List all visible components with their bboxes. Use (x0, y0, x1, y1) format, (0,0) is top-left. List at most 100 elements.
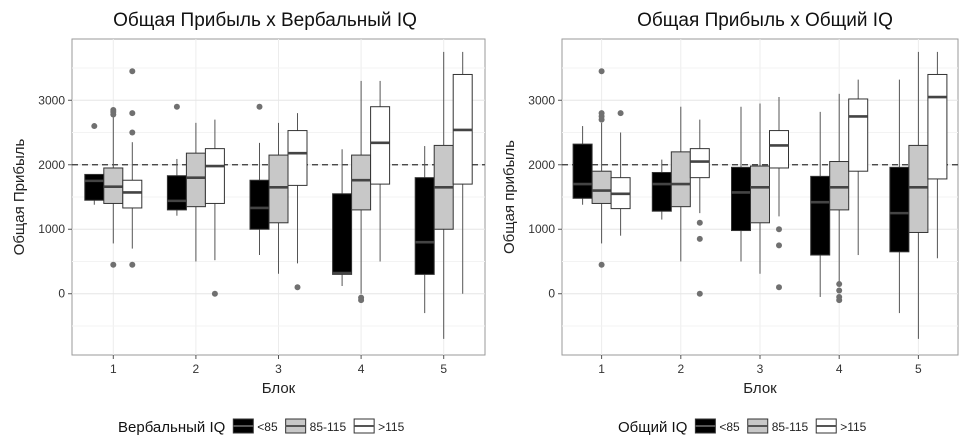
box (166, 175, 187, 211)
outlier-point (617, 110, 624, 117)
box (651, 171, 672, 212)
legend-item-<85: <85 (694, 418, 740, 434)
box-4-85-115 (829, 93, 850, 304)
box (84, 173, 105, 201)
box (889, 166, 910, 253)
box-2-85-115 (185, 122, 206, 262)
box (204, 148, 225, 204)
x-axis-title: Блок (743, 380, 777, 397)
legend-label: <85 (257, 420, 278, 434)
box-4->115 (848, 79, 869, 256)
box (572, 143, 593, 199)
outlier-point (598, 261, 605, 268)
box (351, 154, 372, 211)
x-tick-label: 4 (358, 362, 365, 376)
outlier-point (696, 235, 703, 242)
box-1-<85 (572, 126, 593, 205)
legend-item->115: >115 (353, 418, 405, 434)
x-axis-title: Блок (262, 380, 296, 397)
box-3->115 (287, 113, 308, 291)
box (670, 151, 691, 208)
legend-item-<85: <85 (232, 418, 278, 434)
chart-title: Общая Прибыль х Общий IQ (637, 10, 893, 31)
box (848, 98, 869, 172)
outlier-point (836, 287, 843, 294)
outlier-point (598, 68, 605, 75)
x-tick-label: 3 (757, 362, 764, 376)
outlier-point (776, 226, 782, 233)
box (908, 144, 929, 233)
box-3-85-115 (268, 122, 289, 274)
outlier-point (256, 103, 263, 110)
y-tick-label: 3000 (38, 93, 65, 107)
legend: Вербальный IQ <85 85-115 >115 (118, 418, 405, 436)
outlier-point (776, 284, 782, 291)
y-tick-label: 1000 (528, 222, 555, 236)
legend-label: 85-115 (772, 420, 809, 434)
outlier-point (110, 111, 117, 118)
x-tick-label: 5 (440, 362, 447, 376)
y-tick-label: 1000 (38, 222, 65, 236)
legend-item-85-115: 85-115 (747, 418, 809, 434)
outlier-point (173, 103, 180, 110)
legend: Общий IQ <85 85-115 >115 (618, 418, 867, 436)
box-5->115 (927, 51, 948, 259)
outlier-point (598, 110, 605, 117)
box-5-<85 (414, 146, 435, 314)
box (185, 152, 206, 208)
chart-title: Общая Прибыль х Вербальный IQ (113, 10, 417, 31)
box (591, 170, 612, 204)
box-5-<85 (889, 79, 910, 314)
box (829, 161, 850, 211)
box (332, 193, 353, 275)
y-tick-label: 0 (58, 287, 65, 301)
outlier-point (294, 284, 301, 291)
outlier-point (110, 106, 117, 113)
box (268, 154, 289, 224)
box-4-<85 (332, 149, 353, 286)
y-axis-title: Общая прибыль (501, 140, 518, 254)
outlier-point (696, 290, 703, 297)
box (769, 130, 789, 169)
box-5->115 (452, 51, 473, 294)
y-tick-label: 3000 (528, 93, 555, 107)
outlier-point (776, 242, 782, 249)
box (122, 179, 143, 209)
box-3-<85 (731, 106, 751, 262)
box-2-85-115 (670, 106, 691, 262)
legend-label: <85 (719, 420, 740, 434)
box (689, 148, 710, 179)
outlier-point (836, 297, 843, 304)
outlier-point (110, 261, 117, 268)
outlier-point (696, 219, 703, 226)
chart-verbal-iq: 0 1000 2000 3000 1 2 3 4 5 Общая Прибыль х Вербал… (11, 10, 486, 436)
box-1->115 (610, 110, 631, 236)
y-tick-label: 2000 (528, 158, 555, 172)
box-1->115 (122, 68, 143, 268)
x-tick-label: 2 (677, 362, 684, 376)
y-tick-label: 0 (548, 287, 555, 301)
box-4-<85 (810, 111, 831, 297)
box (287, 130, 308, 186)
box (370, 106, 391, 185)
outlier-point (129, 68, 136, 75)
x-tick-label: 3 (275, 362, 282, 376)
outlier-point (129, 110, 136, 117)
x-tick-label: 4 (836, 362, 843, 376)
legend-title: Вербальный IQ (118, 419, 225, 436)
box-2->115 (689, 119, 710, 297)
legend-label: 85-115 (310, 420, 347, 434)
outlier-point (211, 290, 218, 297)
y-axis-title: Общая Прибыль (11, 138, 28, 255)
chart-general-iq: 0 1000 2000 3000 1 2 3 4 5 Общая Прибыль х Общий … (501, 10, 959, 436)
box (414, 177, 435, 275)
box-4-85-115 (351, 80, 372, 304)
x-tick-label: 1 (110, 362, 117, 376)
box (810, 175, 831, 256)
legend-title: Общий IQ (618, 419, 687, 436)
outlier-point (91, 123, 98, 130)
outlier-point (129, 129, 136, 136)
box (731, 166, 751, 232)
box-2->115 (204, 119, 225, 297)
box-1-85-115 (591, 68, 612, 268)
